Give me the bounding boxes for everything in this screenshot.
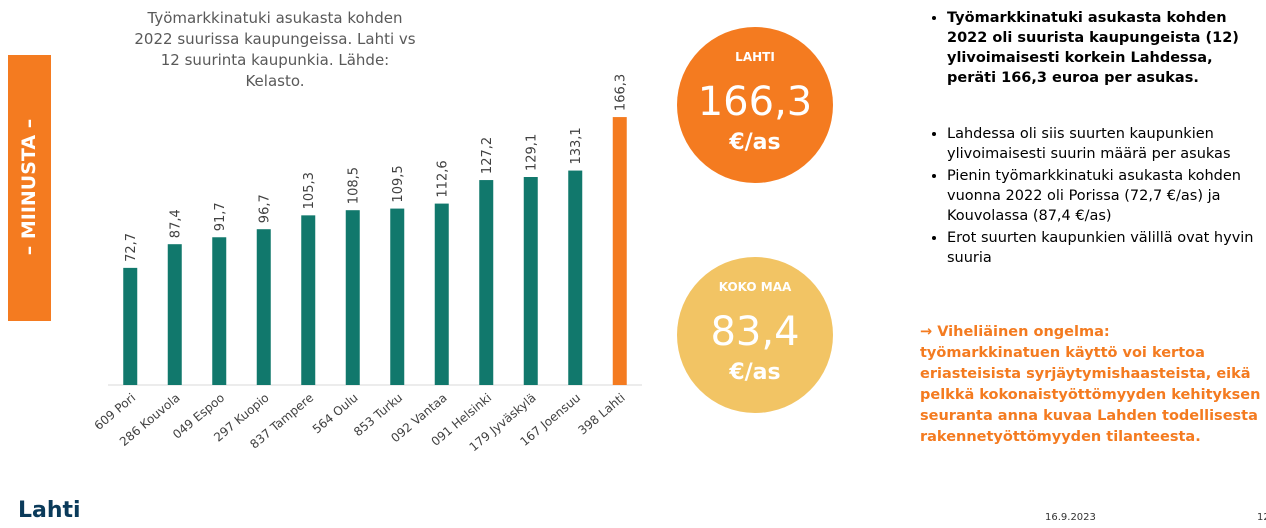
data-label: 105,3 [302,172,317,209]
bar [523,177,538,385]
bullet: Työmarkkinatuki asukasta kohden 2022 oli… [947,8,1255,88]
bullet: Erot suurten kaupunkien välillä ovat hyv… [947,228,1265,268]
highlight-text: työmarkkinatuen käyttö voi kertoa eriast… [920,345,1261,445]
data-label: 129,1 [525,134,540,171]
page-number: 12 [1257,512,1266,523]
bullet-list: Lahdessa oli siis suurten kaupunkien yli… [925,124,1265,268]
data-label: 109,5 [391,165,406,202]
data-label: 127,2 [480,137,495,174]
highlight-heading: → Viheliäinen ongelma: [920,324,1110,340]
highlight: → Viheliäinen ongelma: työmarkkinatuen k… [920,322,1265,448]
card-value: 166,3 [698,79,813,125]
data-label: 72,7 [124,233,139,262]
cards: LAHTI 166,3 €/as KOKO MAA 83,4 €/as [677,27,833,413]
data-label: 87,4 [169,209,184,238]
data-label: 96,7 [258,194,273,223]
top-list: Työmarkkinatuki asukasta kohden 2022 oli… [925,8,1255,88]
bar [612,117,627,386]
data-label: 91,7 [213,202,228,231]
logo: Lahti [18,498,81,523]
top-bullets: Työmarkkinatuki asukasta kohden 2022 oli… [925,8,1255,90]
bar [434,203,449,385]
chart-title: Työmarkkinatuki asukasta kohden 2022 suu… [134,9,416,90]
data-label: 108,5 [347,167,362,204]
card-unit: €/as [728,360,780,385]
card-unit: €/as [728,130,780,155]
bar [256,229,271,385]
side-box [8,55,51,321]
data-label: 133,1 [569,127,584,164]
x-tick-label: 398 Lahti [575,391,627,438]
card-label: KOKO MAA [719,280,792,294]
bar [301,215,316,385]
card-value: 83,4 [710,309,799,355]
bar [212,237,227,385]
card-label: LAHTI [735,50,775,64]
bullet: Lahdessa oli siis suurten kaupunkien yli… [947,124,1265,164]
bullets: Lahdessa oli siis suurten kaupunkien yli… [925,124,1265,270]
bar [390,208,405,385]
date: 16.9.2023 [1045,512,1096,523]
bar [123,267,138,385]
bar [345,210,360,385]
data-label: 112,6 [436,160,451,197]
bar [167,244,182,385]
bar [568,170,583,385]
data-label: 166,3 [614,74,629,111]
bullet: Pienin työmarkkinatuki asukasta kohden v… [947,166,1265,226]
bar [479,180,494,385]
card-circle [677,27,833,183]
card-circle [677,257,833,413]
